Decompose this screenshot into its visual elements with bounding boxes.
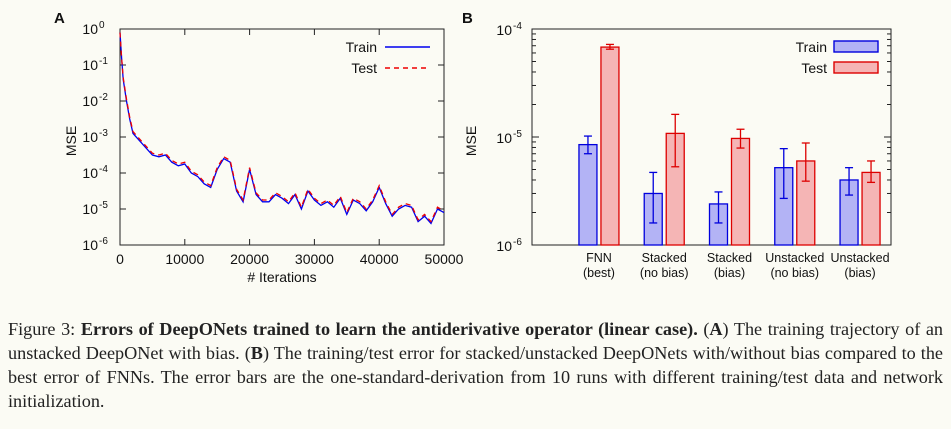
legend-test-label: Test (351, 60, 377, 76)
caption-part-a-label: A (709, 319, 723, 339)
category-label: Stacked (642, 251, 687, 265)
legend-train-label: Train (346, 39, 377, 55)
y-tick-label: 10 (82, 21, 98, 37)
y-tick-label: 10 (82, 201, 98, 217)
panel-a-x-ticks: 0 10000 20000 30000 40000 50000 (116, 29, 464, 267)
series-line-train (119, 32, 445, 225)
y-tick-label: 10 (82, 237, 98, 253)
panel-a-xlabel: # Iterations (247, 269, 316, 285)
category-sublabel: (bias) (714, 266, 745, 280)
y-tick-exponent: -4 (99, 164, 108, 175)
category-label: Unstacked (831, 251, 890, 265)
panel-a-legend: Train Test (346, 39, 430, 76)
y-tick-exponent: -1 (99, 56, 108, 67)
bar-test (861, 171, 881, 246)
y-tick-exponent: -6 (513, 237, 522, 248)
legend-b-train-label: Train (796, 39, 827, 55)
y-tick-label: 10 (82, 165, 98, 181)
x-tick-label: 30000 (295, 251, 334, 267)
figure-caption: Figure 3: Errors of DeepONets trained to… (8, 319, 944, 411)
panel-b-label: B (462, 10, 473, 27)
caption-part-b-label: B (250, 343, 263, 363)
category-sublabel: (best) (583, 266, 615, 280)
x-tick-label: 10000 (165, 251, 204, 267)
y-tick-exponent: -5 (513, 129, 522, 140)
y-tick-exponent: -6 (99, 236, 108, 247)
y-tick-exponent: -5 (99, 200, 108, 211)
y-tick-label: 10 (496, 238, 512, 254)
caption-title: Errors of DeepONets trained to learn the… (80, 319, 698, 339)
bar-train (578, 143, 598, 246)
category-label: Unstacked (765, 251, 824, 265)
category-sublabel: (no bias) (770, 266, 819, 280)
category-label: Stacked (707, 251, 752, 265)
caption-part-b-text: The training/test error for stacked/unst… (8, 343, 944, 411)
panel-a-label: A (54, 10, 65, 27)
panel-b-legend: Train Test (796, 39, 879, 76)
caption-label: Figure 3: (8, 319, 76, 339)
y-tick-exponent: 0 (99, 20, 105, 31)
panel-b-y-ticks: 10-610-510-4 (496, 21, 891, 254)
series-line-test (119, 32, 445, 223)
y-tick-label: 10 (496, 22, 512, 38)
y-tick-label: 10 (82, 129, 98, 145)
panel-b-ylabel: MSE (463, 126, 479, 156)
y-tick-exponent: -2 (99, 92, 108, 103)
panel-b-bars (578, 43, 881, 246)
panel-a-ylabel: MSE (63, 126, 79, 156)
y-tick-label: 10 (82, 57, 98, 73)
category-label: FNN (586, 251, 612, 265)
legend-b-test-label: Test (801, 60, 827, 76)
y-tick-exponent: -4 (513, 21, 522, 32)
legend-b-train-swatch (833, 40, 879, 53)
bar-test (600, 46, 620, 246)
bar-test (730, 137, 751, 246)
y-tick-label: 10 (82, 93, 98, 109)
panel-b-x-labels: FNN(best)Stacked(no bias)Stacked(bias)Un… (583, 251, 890, 280)
legend-b-test-swatch (833, 61, 879, 74)
x-tick-label: 0 (116, 251, 124, 267)
caption-part-a-text: The training trajectory of an unstacked … (8, 319, 943, 363)
category-sublabel: (no bias) (640, 266, 689, 280)
category-sublabel: (bias) (844, 266, 875, 280)
x-tick-label: 20000 (230, 251, 269, 267)
panel-b: B MSE 10-610-510-4 FNN(best)Stacked(no b… (462, 10, 892, 280)
x-tick-label: 50000 (425, 251, 464, 267)
y-tick-label: 10 (496, 130, 512, 146)
x-tick-label: 40000 (360, 251, 399, 267)
y-tick-exponent: -3 (99, 128, 108, 139)
panel-a-series (119, 32, 445, 225)
